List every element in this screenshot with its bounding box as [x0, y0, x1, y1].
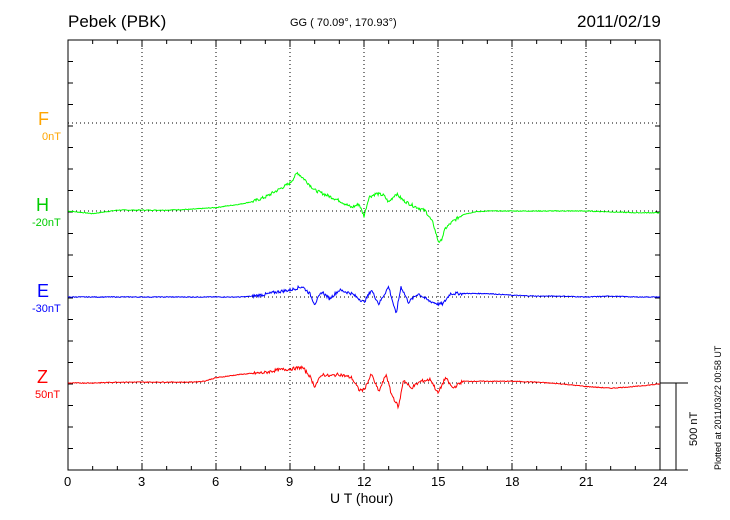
series-line-Z	[67, 365, 661, 410]
x-tick-label: 24	[653, 474, 668, 489]
x-tick-label: 18	[505, 474, 520, 489]
channel-h-offset: -20nT	[32, 217, 61, 229]
station-title: Pebek (PBK)	[68, 12, 167, 31]
channel-f-name: F	[38, 109, 49, 129]
axis-ticks	[67, 39, 661, 471]
scale-bar	[660, 382, 688, 471]
series-group	[67, 171, 661, 410]
x-tick-label: 15	[431, 474, 446, 489]
x-tick-label: 12	[357, 474, 372, 489]
x-tick-label: 3	[138, 474, 146, 489]
series-line-E	[67, 284, 660, 314]
scale-bar-label: 500 nT	[688, 411, 700, 446]
x-axis-label: U T (hour)	[330, 490, 394, 506]
channel-h-name: H	[36, 195, 49, 215]
channel-z-name: Z	[37, 367, 48, 387]
grid	[68, 40, 660, 470]
coordinates-label: GG ( 70.09°, 170.93°)	[290, 17, 397, 29]
x-tick-label: 9	[286, 474, 294, 489]
series-line-H	[68, 171, 660, 243]
plotted-timestamp: Plotted at 2011/03/22 00:58 UT	[713, 345, 723, 470]
x-tick-label: 21	[579, 474, 594, 489]
channel-f-offset: 0nT	[42, 131, 61, 143]
x-tick-label: 6	[212, 474, 220, 489]
x-tick-label: 0	[64, 474, 72, 489]
date-label: 2011/02/19	[577, 12, 661, 31]
channel-e-name: E	[37, 281, 50, 301]
channel-e-offset: -30nT	[32, 303, 61, 315]
channel-z-offset: 50nT	[35, 389, 61, 401]
